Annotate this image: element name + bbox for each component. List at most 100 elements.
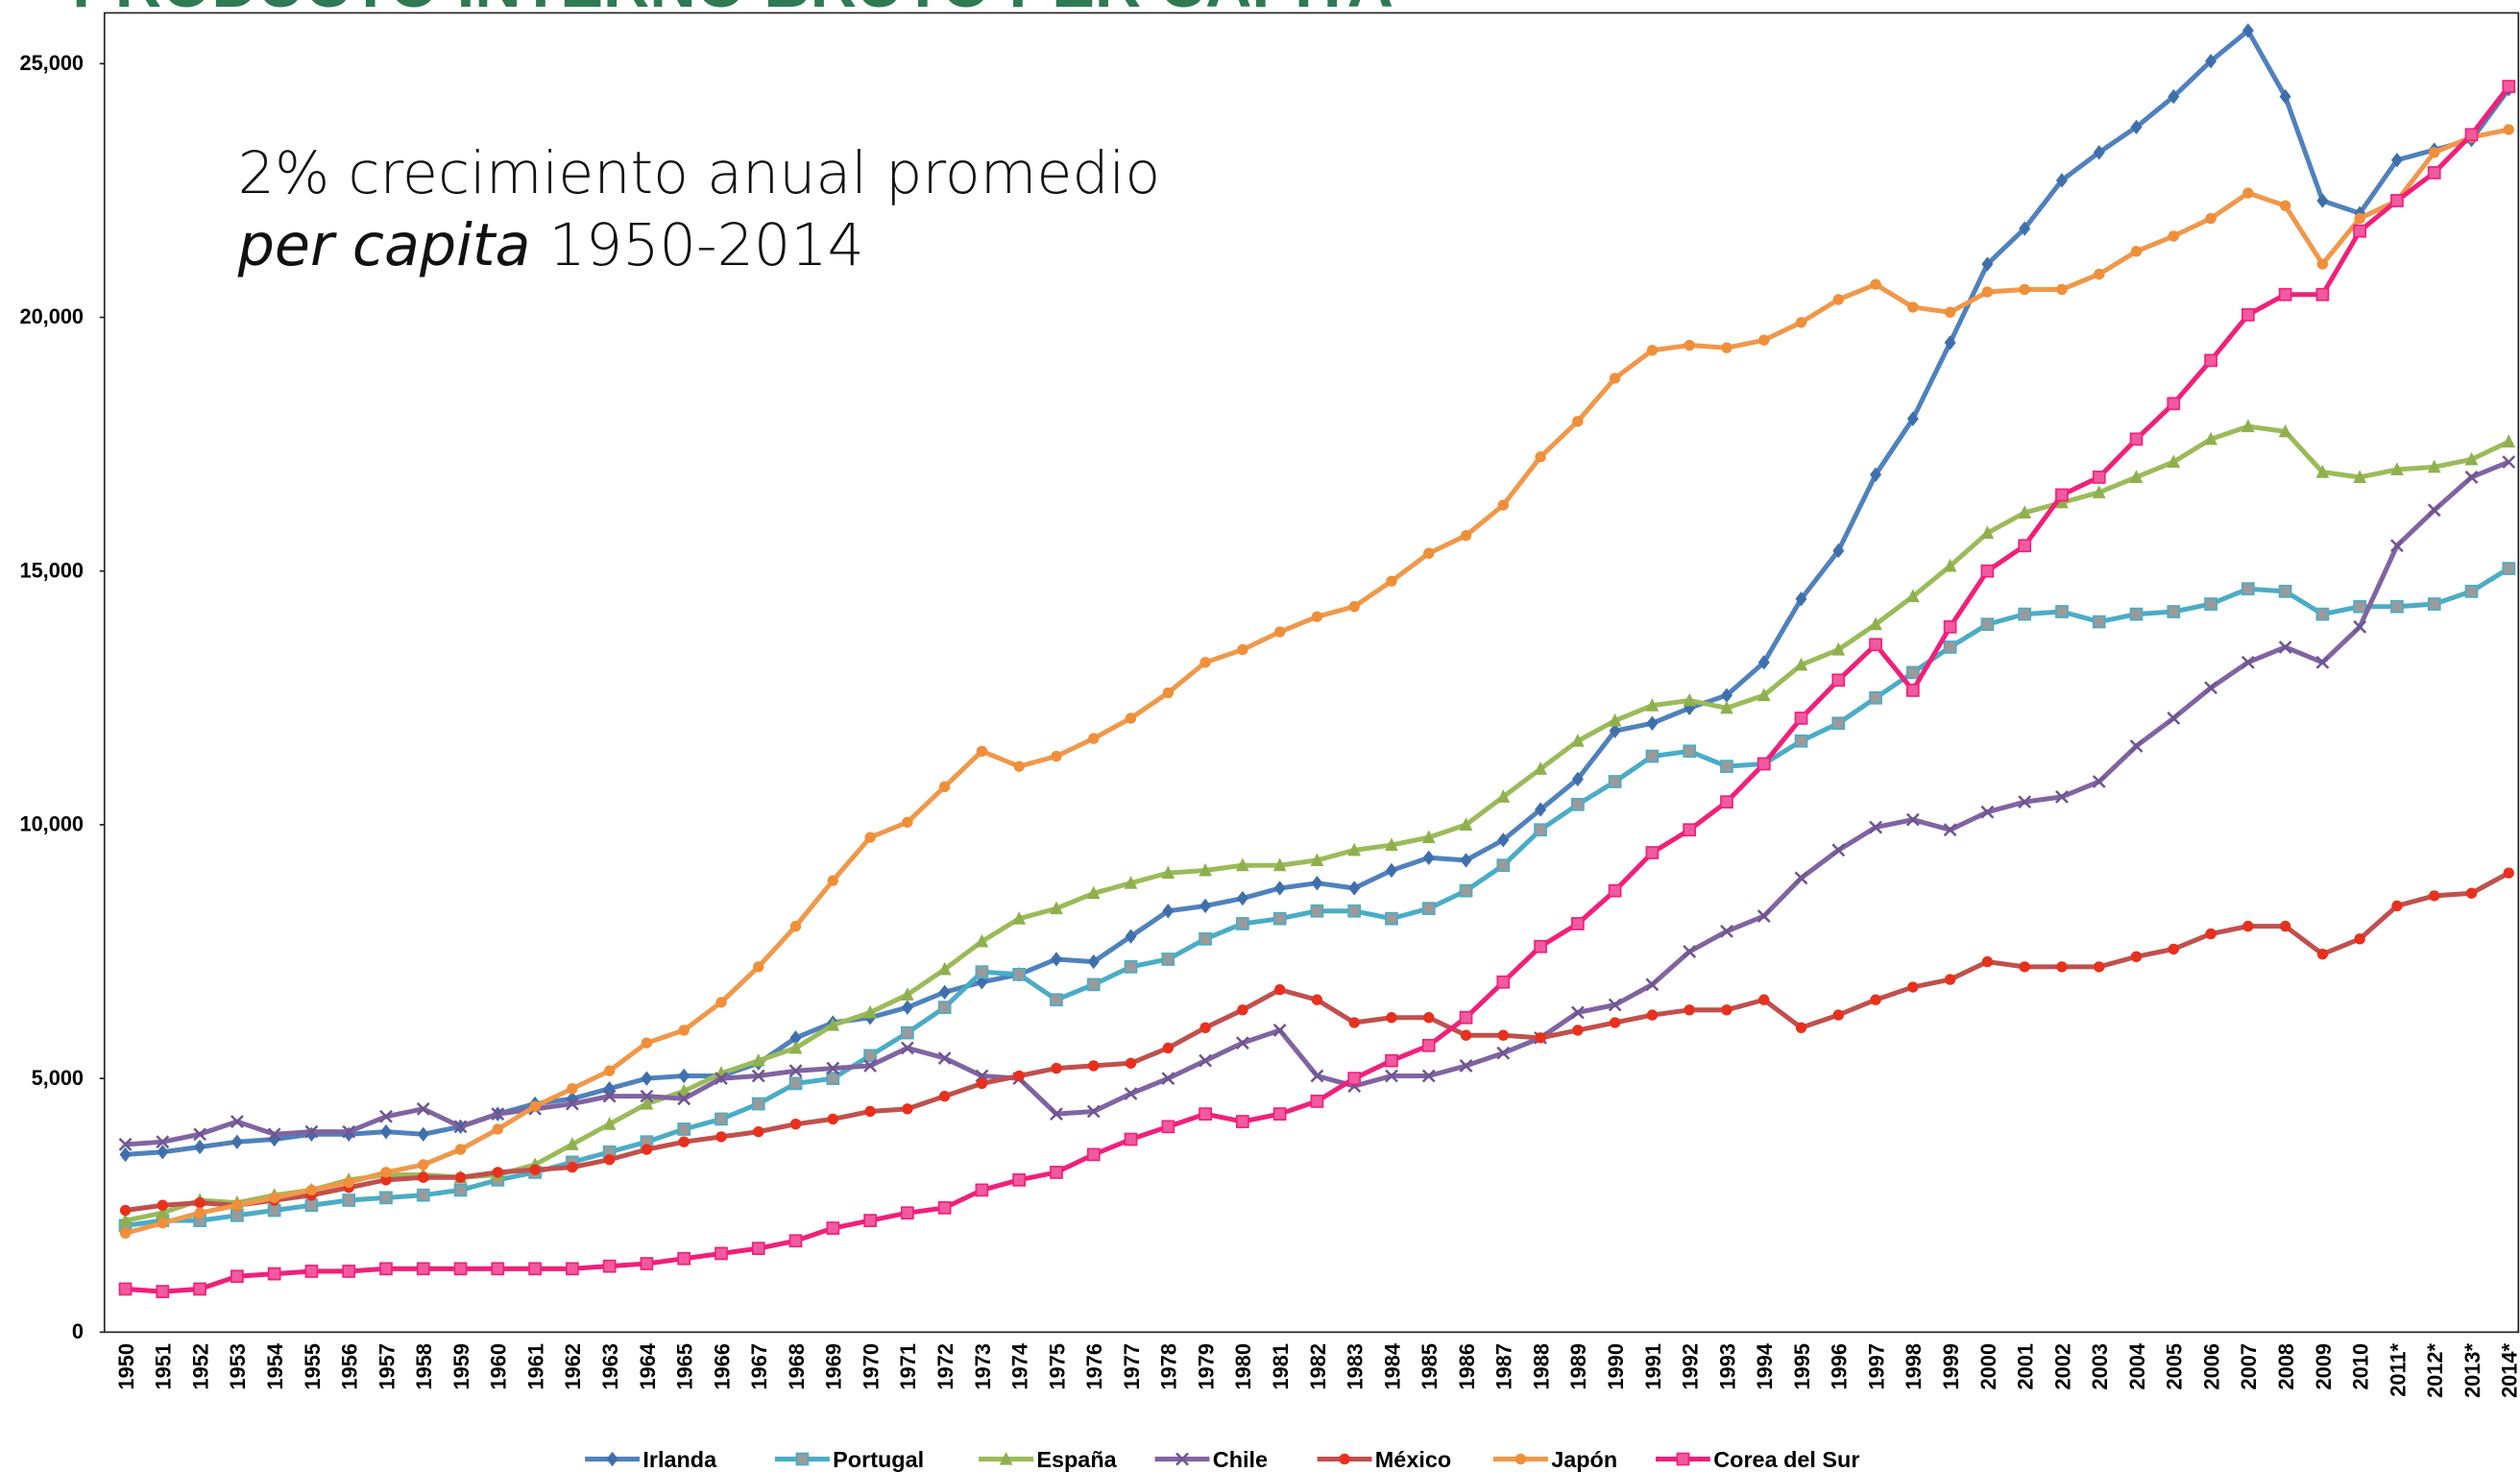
series-marker [1831,641,1846,656]
x-tick-label: 1970 [859,1343,883,1389]
y-tick-label: 10,000 [19,812,84,836]
series-marker [976,745,988,757]
series-marker [789,920,802,932]
series-marker [1907,981,1919,993]
series-marker [976,1077,988,1090]
series-marker [1161,1072,1175,1086]
series-marker [1050,952,1062,967]
series-marker [1385,1069,1398,1083]
series-marker [751,1052,765,1067]
series-marker [2129,739,2144,753]
series-marker [1460,1029,1472,1041]
series-marker [2354,933,2365,945]
series-marker [2241,655,2255,669]
series-marker [1683,692,1697,707]
series-marker [641,1071,653,1086]
series-marker [1421,1038,1436,1052]
series-marker [902,1103,913,1115]
series-marker [1310,904,1324,918]
series-marker [1608,712,1622,727]
series-marker [751,1069,765,1083]
series-marker [1347,1072,1362,1086]
series-marker [1905,812,1920,827]
legend-marker [606,1451,618,1467]
series-marker [1235,1115,1249,1128]
series-marker [2465,887,2478,899]
series-marker [1570,734,1585,747]
series-marker [565,1097,579,1111]
series-marker [1535,1032,1546,1044]
series-marker [1831,716,1846,731]
x-tick-label: 1957 [375,1343,399,1389]
series-marker [751,1097,765,1111]
series-marker [1348,601,1360,613]
series-marker [1423,1012,1435,1024]
x-tick-label: 2007 [2237,1343,2261,1389]
series-marker [2130,246,2143,257]
series-marker [491,1107,505,1122]
series-marker [343,1176,354,1189]
legend-label: Chile [1213,1447,1268,1472]
series-marker [1199,898,1212,914]
series-marker [1050,1107,1063,1122]
series-marker [2502,562,2516,575]
series-marker [1496,1046,1511,1060]
series-marker [2241,419,2255,433]
series-marker [1050,993,1063,1007]
series-marker [1720,924,1733,938]
series-marker [492,1167,503,1178]
series-marker [1086,977,1101,992]
series-marker [938,781,951,792]
series-marker [937,961,952,976]
series-marker [379,1191,393,1205]
x-tick-label: 1983 [1344,1343,1368,1389]
series-marker [1124,1132,1138,1146]
series-marker [2464,128,2479,142]
series-marker [678,1136,690,1147]
series-marker [900,1206,914,1220]
series-marker [640,1257,654,1270]
series-marker [2167,397,2181,411]
series-marker [1981,256,1994,272]
series-marker [937,1001,952,1015]
series-marker [1236,890,1248,906]
series-marker [2502,80,2516,93]
series-marker [231,1199,243,1211]
series-marker [1385,862,1397,879]
series-marker [305,1184,318,1196]
series-marker [1385,911,1398,926]
series-marker [453,1262,468,1276]
series-marker [2429,890,2440,902]
series-marker [1125,1057,1137,1069]
series-marker [2018,505,2032,519]
legend-item: Portugal [774,1447,924,1472]
series-marker [603,1154,616,1166]
x-tick-label: 2004 [2125,1343,2149,1389]
series-line [124,127,2509,1236]
series-marker [2055,495,2069,509]
series-marker [2353,619,2367,634]
series-marker [900,1041,914,1055]
x-tick-label: 1966 [710,1343,734,1389]
series-marker [1088,733,1100,744]
series-marker [1684,1004,1695,1016]
series-marker [1832,543,1845,559]
series-marker [2278,423,2292,438]
x-tick-label: 1988 [1529,1343,1553,1389]
series-marker [788,1234,803,1248]
series-marker [1758,994,1770,1005]
series-marker [2241,307,2255,322]
series-marker [1086,885,1101,900]
series-marker [1832,294,1844,305]
series-marker [1570,1005,1585,1020]
series-marker [342,1265,356,1278]
series-marker [2315,655,2330,669]
series-marker [1385,1053,1398,1068]
series-marker [715,1131,727,1143]
x-tick-label: 1953 [226,1343,250,1389]
series-marker [2241,582,2255,596]
series-marker [1534,823,1547,837]
series-marker [1721,1004,1732,1016]
